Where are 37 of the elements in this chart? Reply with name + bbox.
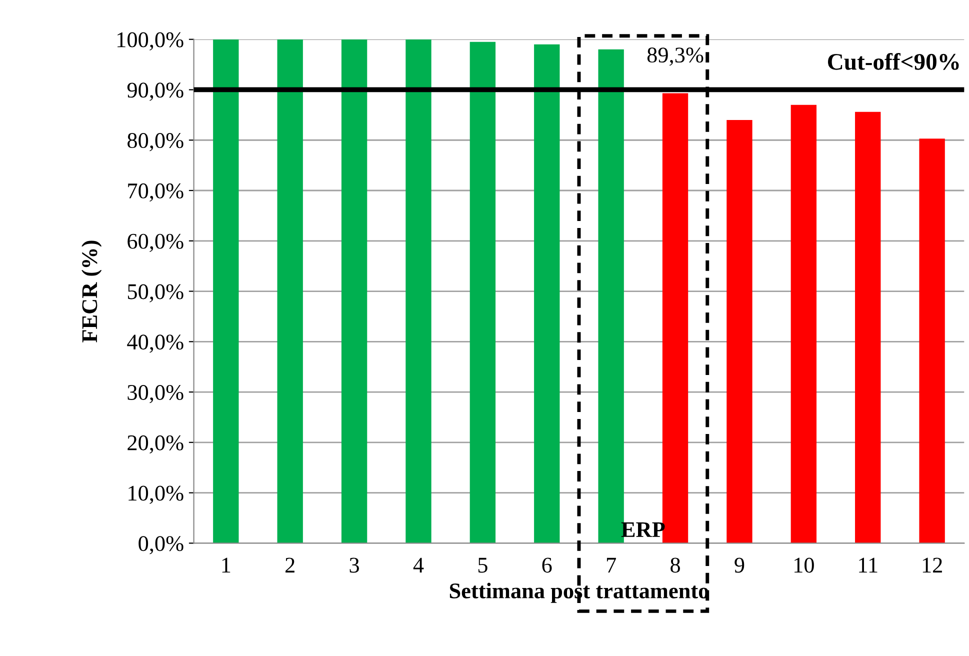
y-tick-label: 90,0% <box>127 82 184 101</box>
y-tick-label: 60,0% <box>128 234 184 252</box>
x-tick-label: 7 <box>606 558 616 572</box>
y-tick-label: 20,0% <box>128 435 184 454</box>
x-tick-label: 5 <box>478 558 488 573</box>
bar <box>213 39 239 544</box>
x-tick-label: 2 <box>286 558 294 572</box>
x-tick-label: 6 <box>542 558 552 573</box>
y-axis-title: FECR (%) <box>82 240 102 342</box>
bar <box>855 112 881 544</box>
y-tick-label: 50,0% <box>128 284 184 302</box>
bar <box>726 120 752 544</box>
x-tick-label: 1 <box>222 558 230 572</box>
x-tick-label: 10 <box>794 558 814 573</box>
ref-line-label: Cut-off<90% <box>828 52 959 70</box>
bar <box>919 138 945 544</box>
data-label: 89,3% <box>647 48 704 66</box>
x-tick-label: 9 <box>734 558 744 573</box>
y-tick-label: 100,0% <box>118 32 184 50</box>
bar <box>341 39 368 544</box>
x-tick-label: 8 <box>670 558 680 573</box>
bar <box>277 39 303 544</box>
x-tick-label: 11 <box>859 558 878 572</box>
x-tick-label: 12 <box>922 558 942 572</box>
bar <box>470 42 496 544</box>
y-tick-label: 30,0% <box>128 384 184 404</box>
x-tick-label: 3 <box>350 558 359 573</box>
y-tick-label: 0,0% <box>138 536 184 554</box>
bar <box>406 39 432 544</box>
y-tick-label: 40,0% <box>127 334 184 353</box>
y-tick-label: 10,0% <box>128 486 184 504</box>
x-axis-title: Settimana post trattamento <box>450 582 708 603</box>
x-tick-label: 4 <box>413 558 424 572</box>
bar <box>534 44 560 544</box>
y-tick-label: 80,0% <box>128 133 184 152</box>
y-tick-label: 70,0% <box>128 183 184 202</box>
bar <box>790 104 817 544</box>
